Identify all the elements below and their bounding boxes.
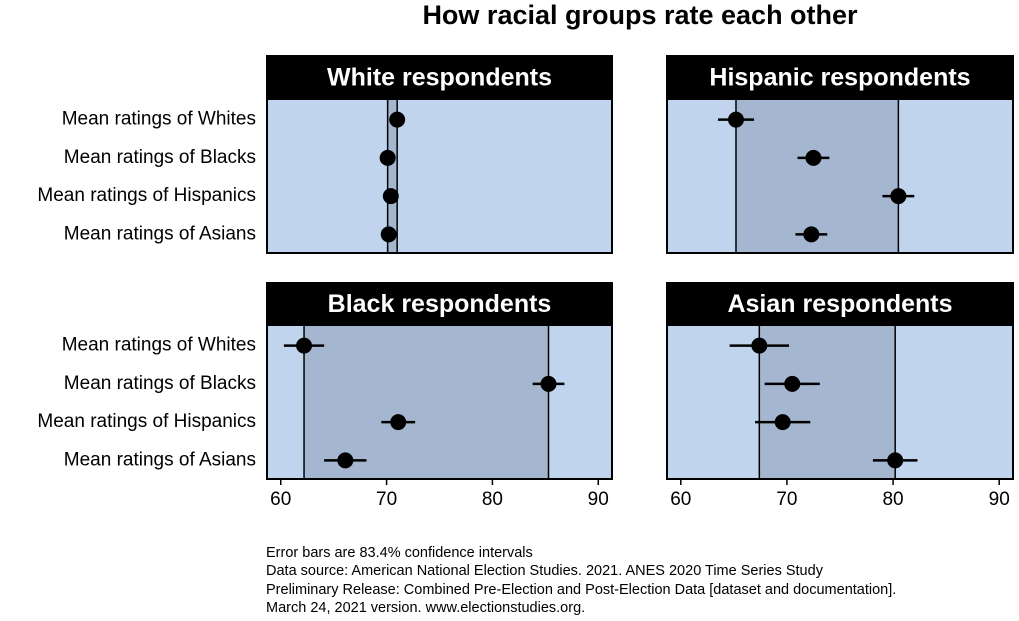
panel-background — [267, 100, 612, 253]
panel-frame — [666, 55, 1014, 254]
x-tick-label: 90 — [989, 489, 1010, 510]
x-tick-label: 60 — [270, 489, 291, 510]
y-tick-label: Mean ratings of Blacks — [64, 373, 256, 394]
panel-title: Black respondents — [328, 290, 552, 318]
dot — [540, 375, 557, 392]
range-band — [735, 100, 899, 253]
y-tick-label: Mean ratings of Whites — [62, 335, 256, 356]
panel-frame — [266, 55, 613, 254]
dot — [390, 414, 407, 431]
dot — [784, 375, 801, 392]
note: Data source: American National Election … — [266, 563, 824, 579]
dot — [887, 452, 904, 469]
y-tick-label: Mean ratings of Hispanics — [37, 411, 256, 432]
y-tick-label: Mean ratings of Asians — [64, 449, 256, 470]
chart-title: How racial groups rate each other — [422, 0, 858, 30]
x-tick-label: 80 — [482, 489, 503, 510]
dot — [890, 188, 907, 205]
dot — [805, 149, 822, 166]
dot — [727, 111, 744, 128]
dot — [296, 337, 313, 354]
dot — [380, 226, 397, 243]
panel-title: White respondents — [327, 64, 552, 92]
note: March 24, 2021 version. www.electionstud… — [266, 600, 585, 616]
panel-header — [267, 56, 612, 100]
panel-header — [267, 283, 612, 326]
range-band — [387, 100, 398, 253]
range-band — [759, 326, 896, 479]
x-tick-label: 60 — [670, 489, 691, 510]
y-tick-label: Mean ratings of Blacks — [64, 147, 256, 168]
dot — [774, 414, 791, 431]
x-tick-label: 80 — [882, 489, 903, 510]
dot — [803, 226, 820, 243]
dot — [379, 149, 396, 166]
note: Preliminary Release: Combined Pre-Electi… — [266, 582, 896, 598]
panel-header — [667, 283, 1013, 326]
panel-frame — [266, 282, 613, 480]
dot — [337, 452, 354, 469]
x-tick-label: 70 — [776, 489, 797, 510]
dot — [382, 188, 399, 205]
y-tick-label: Mean ratings of Asians — [64, 223, 256, 244]
panel-title: Hispanic respondents — [709, 64, 970, 92]
y-tick-label: Mean ratings of Whites — [62, 109, 256, 130]
panel-title: Asian respondents — [727, 290, 952, 318]
y-tick-label: Mean ratings of Hispanics — [37, 185, 256, 206]
dot — [751, 337, 768, 354]
x-tick-label: 70 — [376, 489, 397, 510]
panel-frame — [666, 282, 1014, 480]
dot — [389, 111, 406, 128]
note: Error bars are 83.4% confidence interval… — [266, 545, 533, 561]
x-tick-label: 90 — [588, 489, 609, 510]
panel-header — [667, 56, 1013, 100]
